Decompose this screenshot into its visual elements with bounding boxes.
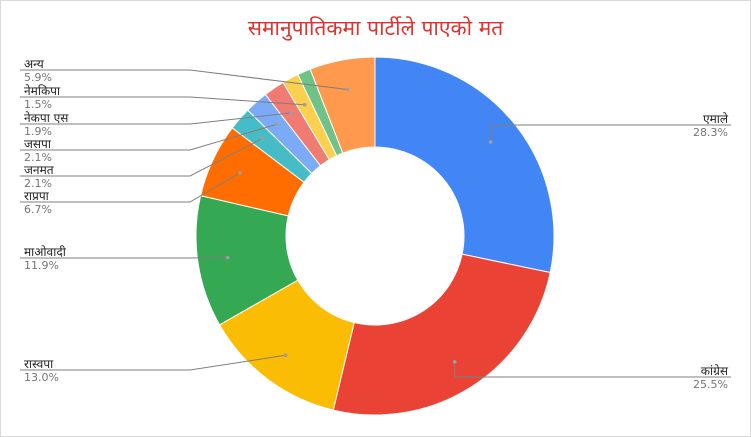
slice-percent: 5.9%	[24, 71, 52, 84]
donut-slice	[374, 56, 555, 274]
slice-label: माओवादी	[24, 245, 67, 259]
donut-slice	[332, 253, 551, 416]
leader-dot	[238, 171, 242, 175]
slice-percent: 6.7%	[24, 203, 52, 216]
slice-label: जनमत	[24, 163, 55, 177]
donut-slice	[309, 56, 376, 154]
leader-dot	[452, 360, 457, 364]
leader-line	[20, 69, 348, 91]
leader-line	[454, 361, 731, 378]
leader-line	[20, 96, 305, 106]
leader-line	[490, 124, 731, 143]
leader-dot	[345, 87, 350, 92]
slice-percent: 1.5%	[24, 98, 52, 111]
leader-dot	[283, 353, 288, 358]
chart-title: समानुपातिकमा पार्टीले पाएको मत	[247, 16, 504, 40]
slice-label: रास्वपा	[24, 357, 54, 371]
slice-percent: 13.0%	[24, 371, 59, 384]
leader-dot	[302, 102, 307, 107]
leader-dot	[260, 136, 265, 141]
leader-line	[20, 137, 263, 177]
slice-percent: 1.9%	[24, 125, 52, 138]
slice-percent: 2.1%	[24, 177, 52, 190]
leader-line	[20, 123, 277, 151]
slice-label: राप्रपा	[24, 189, 50, 203]
leader-dot	[289, 111, 293, 115]
leader-line	[20, 172, 241, 203]
slice-label: नेमकिपा	[24, 84, 61, 98]
slice-label: नेकपा एस	[24, 111, 69, 125]
leader-line	[20, 354, 286, 371]
slice-label: जसपा	[24, 137, 52, 151]
slice-percent: 2.1%	[24, 151, 52, 164]
leader-dot	[225, 255, 230, 260]
slice-percent: 28.3%	[693, 126, 728, 139]
slice-label: एमाले	[703, 112, 729, 126]
slice-label: कांग्रेस	[701, 364, 729, 378]
slice-percent: 25.5%	[693, 378, 728, 391]
leader-line	[20, 112, 291, 125]
slice-percent: 11.9%	[24, 259, 59, 272]
leader-dot	[274, 122, 278, 127]
leader-dot	[488, 140, 493, 144]
slice-label: अन्य	[24, 57, 45, 71]
